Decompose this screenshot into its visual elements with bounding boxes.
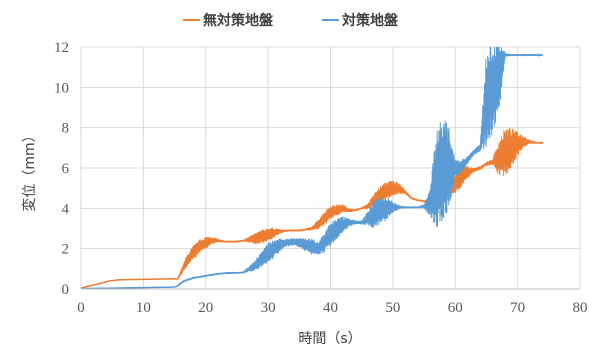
x-tick-label: 10 (136, 300, 151, 316)
y-tick-label: 10 (54, 80, 69, 96)
series-1 (80, 128, 544, 289)
legend-label-series-1: 無対策地盤 (203, 12, 274, 29)
y-tick-label: 6 (62, 161, 70, 177)
x-tick-label: 80 (573, 300, 588, 316)
y-tick-label: 12 (54, 40, 69, 56)
x-tick-label: 30 (261, 300, 276, 316)
series-oscillation (80, 46, 544, 290)
plot-area (80, 46, 544, 290)
x-tick-label: 60 (448, 300, 463, 316)
y-tick-label: 2 (62, 242, 70, 258)
x-tick-label: 40 (323, 300, 338, 316)
y-axis-title: 変位（mm） (21, 128, 38, 211)
legend: 無対策地盤 対策地盤 (183, 12, 399, 29)
x-tick-label: 0 (77, 300, 85, 316)
axes: 0 10 20 30 40 50 60 70 80 0 2 4 6 8 10 12 (54, 40, 588, 316)
series-line (80, 141, 543, 289)
x-tick-label: 20 (198, 300, 213, 316)
x-axis-title: 時間（s） (298, 331, 361, 347)
y-tick-label: 8 (62, 121, 70, 137)
series-oscillation (80, 128, 544, 289)
legend-label-series-2: 対策地盤 (341, 12, 399, 29)
y-tick-label: 4 (62, 201, 70, 217)
x-tick-label: 50 (385, 300, 400, 316)
x-tick-label: 70 (510, 300, 525, 316)
series-2 (80, 46, 544, 290)
y-tick-label: 0 (62, 282, 70, 298)
